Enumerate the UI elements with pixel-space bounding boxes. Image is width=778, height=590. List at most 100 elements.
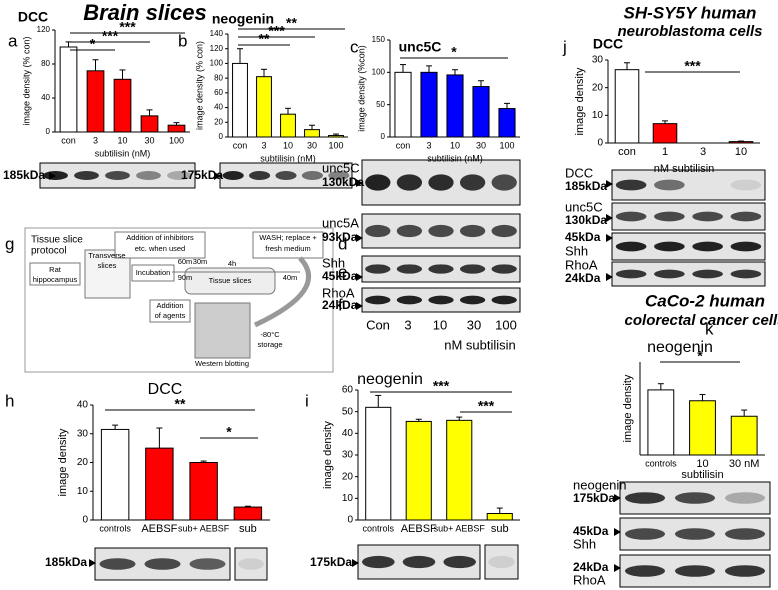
- diagram-text: Addition of inhibitors: [126, 233, 194, 242]
- y-tick-label: 30: [592, 55, 604, 66]
- blot-band: [443, 555, 476, 569]
- significance-label: ***: [268, 23, 285, 39]
- blot-arrow: [352, 559, 359, 567]
- bar: [304, 129, 320, 138]
- x-tick-label: con: [618, 146, 636, 158]
- blot-label: Shh: [322, 255, 345, 270]
- blot-band: [692, 241, 723, 252]
- x-tick-label: 30 nM: [729, 458, 760, 470]
- blot-label: 185kDa: [45, 555, 87, 569]
- blot-band: [615, 269, 647, 279]
- blot-band: [625, 492, 665, 504]
- blot-band: [491, 295, 517, 305]
- blot-band: [365, 264, 391, 274]
- y-tick-label: 0: [597, 138, 603, 149]
- blot-band: [730, 269, 762, 279]
- y-tick-label: 50: [376, 100, 385, 109]
- chart-title: DCC: [148, 381, 183, 398]
- bar: [365, 406, 392, 521]
- blot-band: [730, 241, 762, 252]
- blot-label: 185kDa: [565, 179, 607, 193]
- panel-title: CaCo-2 human: [645, 291, 765, 310]
- x-tick-label: controls: [645, 458, 677, 468]
- blot-band: [362, 555, 395, 569]
- blot-band: [43, 171, 68, 180]
- y-tick-label: 40: [342, 428, 354, 439]
- diagram-box: [114, 231, 206, 259]
- diagram-text: hippocampus: [33, 275, 78, 284]
- blot-label: unc5A: [322, 215, 359, 230]
- y-axis-label: image density: [574, 67, 586, 135]
- x-tick-label: sub+ AEBSF: [434, 523, 486, 533]
- diagram-text: WASH; replace +: [259, 233, 317, 242]
- x-tick-label: con: [233, 140, 248, 150]
- chart-title: unc5C: [399, 39, 442, 55]
- x-tick-label: 30: [476, 140, 486, 150]
- bar: [59, 46, 78, 133]
- blot-band: [238, 558, 264, 570]
- x-tick-label: 10: [117, 135, 127, 145]
- x-tick-label: con: [396, 140, 411, 150]
- x-tick-label: 3: [261, 140, 266, 150]
- blot-label: 175kDa: [181, 168, 223, 182]
- blot-band: [675, 528, 715, 540]
- x-tick-label: controls: [99, 523, 131, 533]
- blot-arrow: [89, 559, 96, 567]
- y-tick-label: 20: [592, 82, 604, 93]
- y-tick-label: 40: [214, 103, 223, 112]
- bar: [189, 462, 218, 521]
- x-tick-label: 10: [283, 140, 293, 150]
- blot-band: [396, 295, 423, 305]
- bar: [498, 108, 516, 138]
- blot-band: [654, 211, 685, 222]
- y-tick-label: 50: [342, 406, 354, 417]
- blot-label: RhoA: [573, 572, 606, 587]
- blot-band: [105, 171, 130, 180]
- blot-arrow: [356, 234, 363, 242]
- diagram-text: protocol: [31, 246, 67, 257]
- diagram-gel: [194, 302, 251, 359]
- blot-band: [625, 565, 665, 577]
- panel-letter: j: [562, 37, 567, 56]
- blot-label: 100: [495, 317, 517, 332]
- significance-label: **: [286, 15, 297, 31]
- panel-letter: e: [338, 262, 347, 281]
- diagram-text: Rat: [49, 265, 62, 274]
- x-tick-label: AEBSF: [401, 523, 437, 535]
- y-tick-label: 60: [214, 88, 223, 97]
- blot-band: [459, 174, 486, 191]
- diagram-box: [252, 231, 324, 259]
- x-tick-label: 10: [735, 146, 747, 158]
- blot-arrow: [606, 234, 613, 242]
- x-tick-label: 100: [328, 140, 343, 150]
- panel-letter: b: [178, 31, 187, 50]
- blot-label: 45kDa: [565, 230, 601, 244]
- x-tick-label: 3: [426, 140, 431, 150]
- x-tick-label: 100: [169, 135, 184, 145]
- y-tick-label: 80: [41, 59, 50, 68]
- bar: [472, 86, 490, 138]
- x-axis-label: subtilisin: [681, 469, 723, 481]
- significance-label: ***: [119, 19, 136, 35]
- blot-band: [167, 171, 192, 180]
- figure-title: Brain slices: [83, 0, 207, 25]
- bar: [486, 513, 513, 521]
- bar: [728, 141, 754, 144]
- chart-title: neogenin: [357, 371, 423, 388]
- blot-label: 45kDa: [573, 524, 609, 538]
- panel-letter: d: [338, 234, 347, 253]
- blot-band: [275, 171, 297, 180]
- bar: [394, 71, 412, 138]
- blot-band: [99, 558, 136, 570]
- panel-letter: g: [5, 234, 14, 253]
- panel-letter: c: [350, 37, 359, 56]
- diagram-text: etc. when used: [135, 244, 185, 253]
- y-tick-label: 100: [372, 67, 386, 76]
- diagram-box: [29, 262, 81, 286]
- y-tick-label: 120: [210, 44, 224, 53]
- y-tick-label: 0: [46, 127, 51, 136]
- diagram-text: slices: [98, 261, 117, 270]
- blot-arrow: [606, 180, 613, 188]
